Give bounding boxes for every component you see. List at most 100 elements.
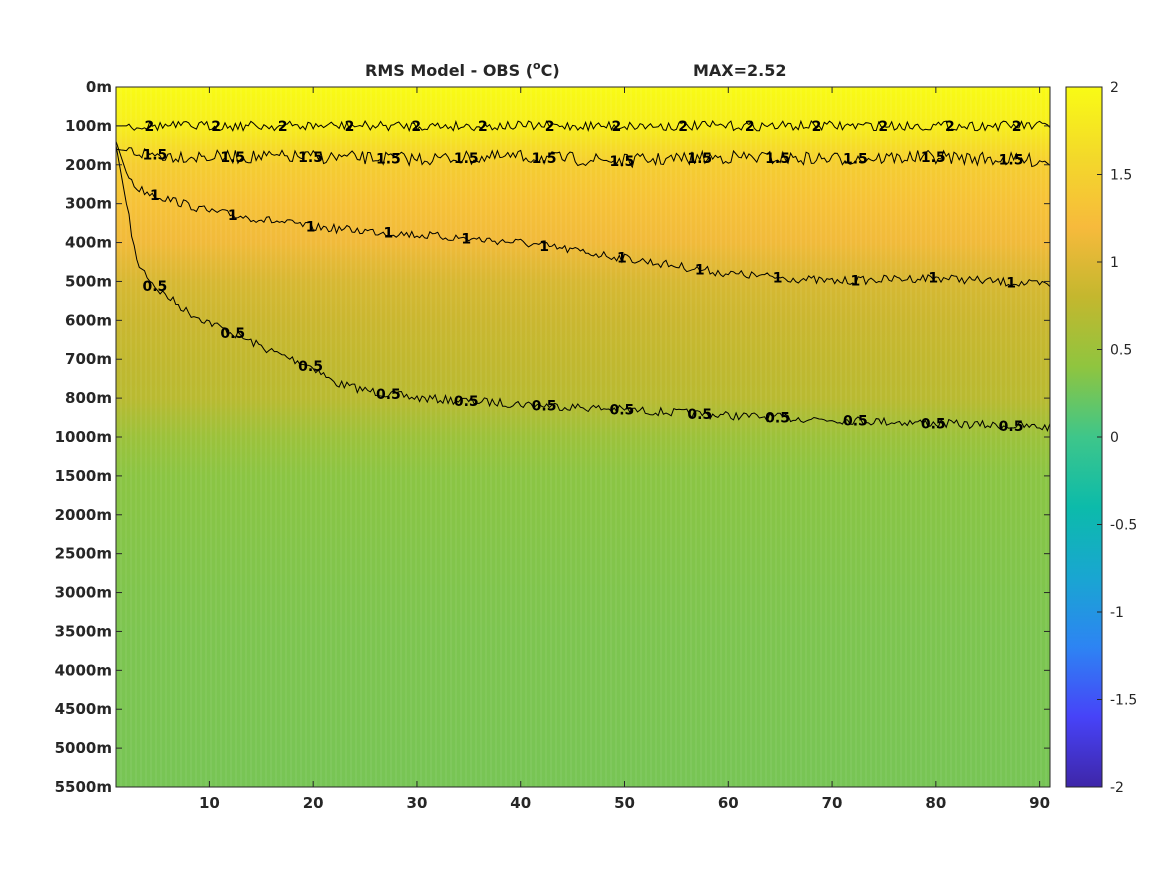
y-tick-label: 700m bbox=[65, 350, 112, 368]
y-tick-label: 600m bbox=[65, 311, 112, 329]
y-tick-label: 200m bbox=[65, 156, 112, 174]
contour-label: 0.5 bbox=[532, 398, 557, 414]
x-tick-label: 70 bbox=[822, 794, 843, 812]
contour-label: 1 bbox=[617, 251, 627, 267]
contour-label: 0.5 bbox=[298, 359, 323, 375]
colorbar-tick-label: -1.5 bbox=[1110, 693, 1137, 709]
chart-title: RMS Model - OBS (oC) bbox=[365, 59, 560, 80]
x-tick-label: 10 bbox=[199, 794, 220, 812]
contour-label: 1 bbox=[384, 226, 394, 242]
y-tick-label: 2000m bbox=[55, 506, 112, 524]
contour-label: 1 bbox=[773, 270, 783, 286]
colorbar: 2 1.5 1 0.5 0 -0.5 -1 -1.5 -2 bbox=[1065, 80, 1137, 796]
contour-label: 2 bbox=[812, 119, 822, 135]
contour-label: 0.5 bbox=[220, 326, 245, 342]
y-tick-label: 800m bbox=[65, 389, 112, 407]
contour-lines: 0.5 0.5 0.5 0.5 0.5 0.5 0.5 0.5 0.5 0.5 0.5 0.5 1 1 1 1… bbox=[115, 119, 1051, 435]
colorbar-tick-label: 2 bbox=[1110, 80, 1119, 96]
y-tick-label: 3000m bbox=[55, 584, 112, 602]
contour-label: 2 bbox=[745, 119, 755, 135]
contour-label: 0.5 bbox=[843, 413, 868, 429]
contour-label: 1.5 bbox=[298, 150, 323, 166]
contour-label: 1.5 bbox=[143, 148, 168, 164]
y-tick-label: 1500m bbox=[55, 467, 112, 485]
contour-label: 2 bbox=[611, 119, 621, 135]
y-tick-label: 5500m bbox=[55, 778, 112, 796]
contour-label: 1.5 bbox=[765, 151, 790, 167]
contour-line-1.5 bbox=[115, 147, 1051, 169]
contour-label: 2 bbox=[345, 119, 355, 135]
contour-label: 1.5 bbox=[843, 152, 868, 168]
colorbar-tick-label: -2 bbox=[1110, 780, 1124, 796]
colorbar-tick-label: -1 bbox=[1110, 605, 1124, 621]
contour-label: 2 bbox=[478, 119, 488, 135]
x-tick-label: 60 bbox=[718, 794, 739, 812]
colorbar-tick-label: 1.5 bbox=[1110, 168, 1132, 184]
contour-label: 2 bbox=[945, 119, 955, 135]
contour-label: 1 bbox=[228, 208, 238, 224]
contour-label: 2 bbox=[678, 119, 688, 135]
contour-label: 2 bbox=[545, 119, 555, 135]
contour-label: 0.5 bbox=[610, 403, 635, 419]
colorbar-ticks: 2 1.5 1 0.5 0 -0.5 -1 -1.5 -2 bbox=[1097, 80, 1137, 796]
heatmap-texture bbox=[116, 87, 1050, 787]
max-value-label: MAX=2.52 bbox=[693, 61, 787, 80]
contour-label: 0.5 bbox=[143, 279, 168, 295]
contour-label: 1 bbox=[928, 271, 938, 287]
contour-label: 1.5 bbox=[921, 150, 946, 166]
contour-label: 1.5 bbox=[999, 153, 1024, 169]
contour-label: 1 bbox=[150, 188, 160, 204]
contour-label: 0.5 bbox=[687, 407, 712, 423]
chart-title-unit: C) bbox=[541, 61, 560, 80]
contour-label: 1 bbox=[1006, 276, 1016, 292]
colorbar-tick-label: 0 bbox=[1110, 430, 1119, 446]
contour-label: 2 bbox=[411, 119, 421, 135]
contour-label: 1 bbox=[539, 239, 549, 255]
y-tick-label: 5000m bbox=[55, 739, 112, 757]
contour-label: 1 bbox=[306, 220, 316, 236]
contour-line-2 bbox=[116, 119, 1051, 133]
contour-label: 1 bbox=[851, 274, 861, 290]
x-tick-label: 80 bbox=[925, 794, 946, 812]
contour-label: 0.5 bbox=[454, 394, 479, 410]
contour-label: 2 bbox=[878, 119, 888, 135]
x-axis-ticks: 10 20 30 40 50 60 70 80 90 bbox=[199, 87, 1050, 812]
contour-label: 2 bbox=[144, 119, 154, 135]
contour-label: 0.5 bbox=[999, 419, 1024, 435]
colorbar-tick-label: -0.5 bbox=[1110, 518, 1137, 534]
contour-label: 1.5 bbox=[454, 151, 479, 167]
y-tick-label: 300m bbox=[65, 195, 112, 213]
x-tick-label: 40 bbox=[510, 794, 531, 812]
contour-label: 2 bbox=[1012, 119, 1022, 135]
contour-label: 2 bbox=[278, 119, 288, 135]
contour-label: 0.5 bbox=[921, 416, 946, 432]
y-tick-label: 4500m bbox=[55, 700, 112, 718]
contour-label: 1.5 bbox=[220, 150, 245, 166]
contour-label: 1.5 bbox=[532, 151, 557, 167]
colorbar-gradient bbox=[1065, 86, 1103, 788]
y-tick-label: 2500m bbox=[55, 545, 112, 563]
contour-line-0.5 bbox=[115, 145, 1051, 433]
x-tick-label: 90 bbox=[1029, 794, 1050, 812]
x-tick-label: 30 bbox=[407, 794, 428, 812]
y-tick-label: 100m bbox=[65, 117, 112, 135]
contour-label: 0.5 bbox=[376, 387, 401, 403]
contour-label: 2 bbox=[211, 119, 221, 135]
contour-label: 1.5 bbox=[376, 151, 401, 167]
y-tick-label: 1000m bbox=[55, 428, 112, 446]
contour-label: 1 bbox=[461, 231, 471, 247]
colorbar-tick-label: 0.5 bbox=[1110, 343, 1132, 359]
x-tick-label: 50 bbox=[614, 794, 635, 812]
contour-label: 1.5 bbox=[610, 154, 635, 170]
contour-line-1 bbox=[115, 141, 1051, 288]
plot-area: 0.5 0.5 0.5 0.5 0.5 0.5 0.5 0.5 0.5 0.5 0.5 0.5 1 1 1 1… bbox=[55, 78, 1051, 812]
chart-title-superscript: o bbox=[533, 59, 541, 72]
contour-label: 0.5 bbox=[765, 410, 790, 426]
contour-label: 1 bbox=[695, 262, 705, 278]
y-axis-ticks: 0m 100m 200m 300m 400m 500m 600m 700m 800m 1000m 1… bbox=[55, 78, 1050, 796]
contour-label: 1.5 bbox=[687, 151, 712, 167]
y-tick-label: 4000m bbox=[55, 661, 112, 679]
y-tick-label: 500m bbox=[65, 272, 112, 290]
colorbar-tick-label: 1 bbox=[1110, 255, 1119, 271]
